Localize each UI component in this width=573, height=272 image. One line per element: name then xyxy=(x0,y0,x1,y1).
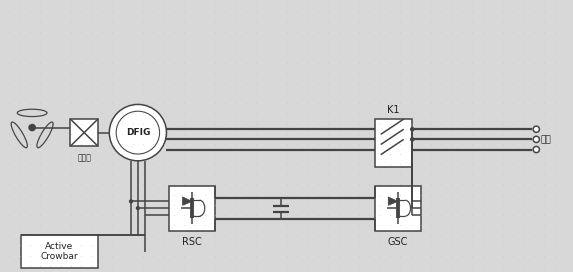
Circle shape xyxy=(411,128,414,131)
Text: RSC: RSC xyxy=(182,237,202,248)
Circle shape xyxy=(129,200,132,203)
Circle shape xyxy=(533,136,539,143)
Circle shape xyxy=(109,104,167,161)
Circle shape xyxy=(411,138,414,141)
Circle shape xyxy=(136,207,139,209)
Bar xyxy=(375,186,421,231)
Circle shape xyxy=(29,125,36,131)
Text: 齿轮筱: 齿轮筱 xyxy=(77,153,91,162)
Text: GSC: GSC xyxy=(388,237,408,248)
Polygon shape xyxy=(182,197,192,205)
Bar xyxy=(70,119,98,146)
Circle shape xyxy=(533,126,539,132)
Bar xyxy=(21,235,98,268)
Text: DFIG: DFIG xyxy=(125,128,150,137)
Text: Active
Crowbar: Active Crowbar xyxy=(41,242,78,261)
Bar xyxy=(169,186,215,231)
Polygon shape xyxy=(388,197,398,205)
Bar xyxy=(375,119,412,167)
Text: K1: K1 xyxy=(387,104,400,115)
Text: 电网: 电网 xyxy=(540,135,551,144)
Circle shape xyxy=(533,146,539,153)
